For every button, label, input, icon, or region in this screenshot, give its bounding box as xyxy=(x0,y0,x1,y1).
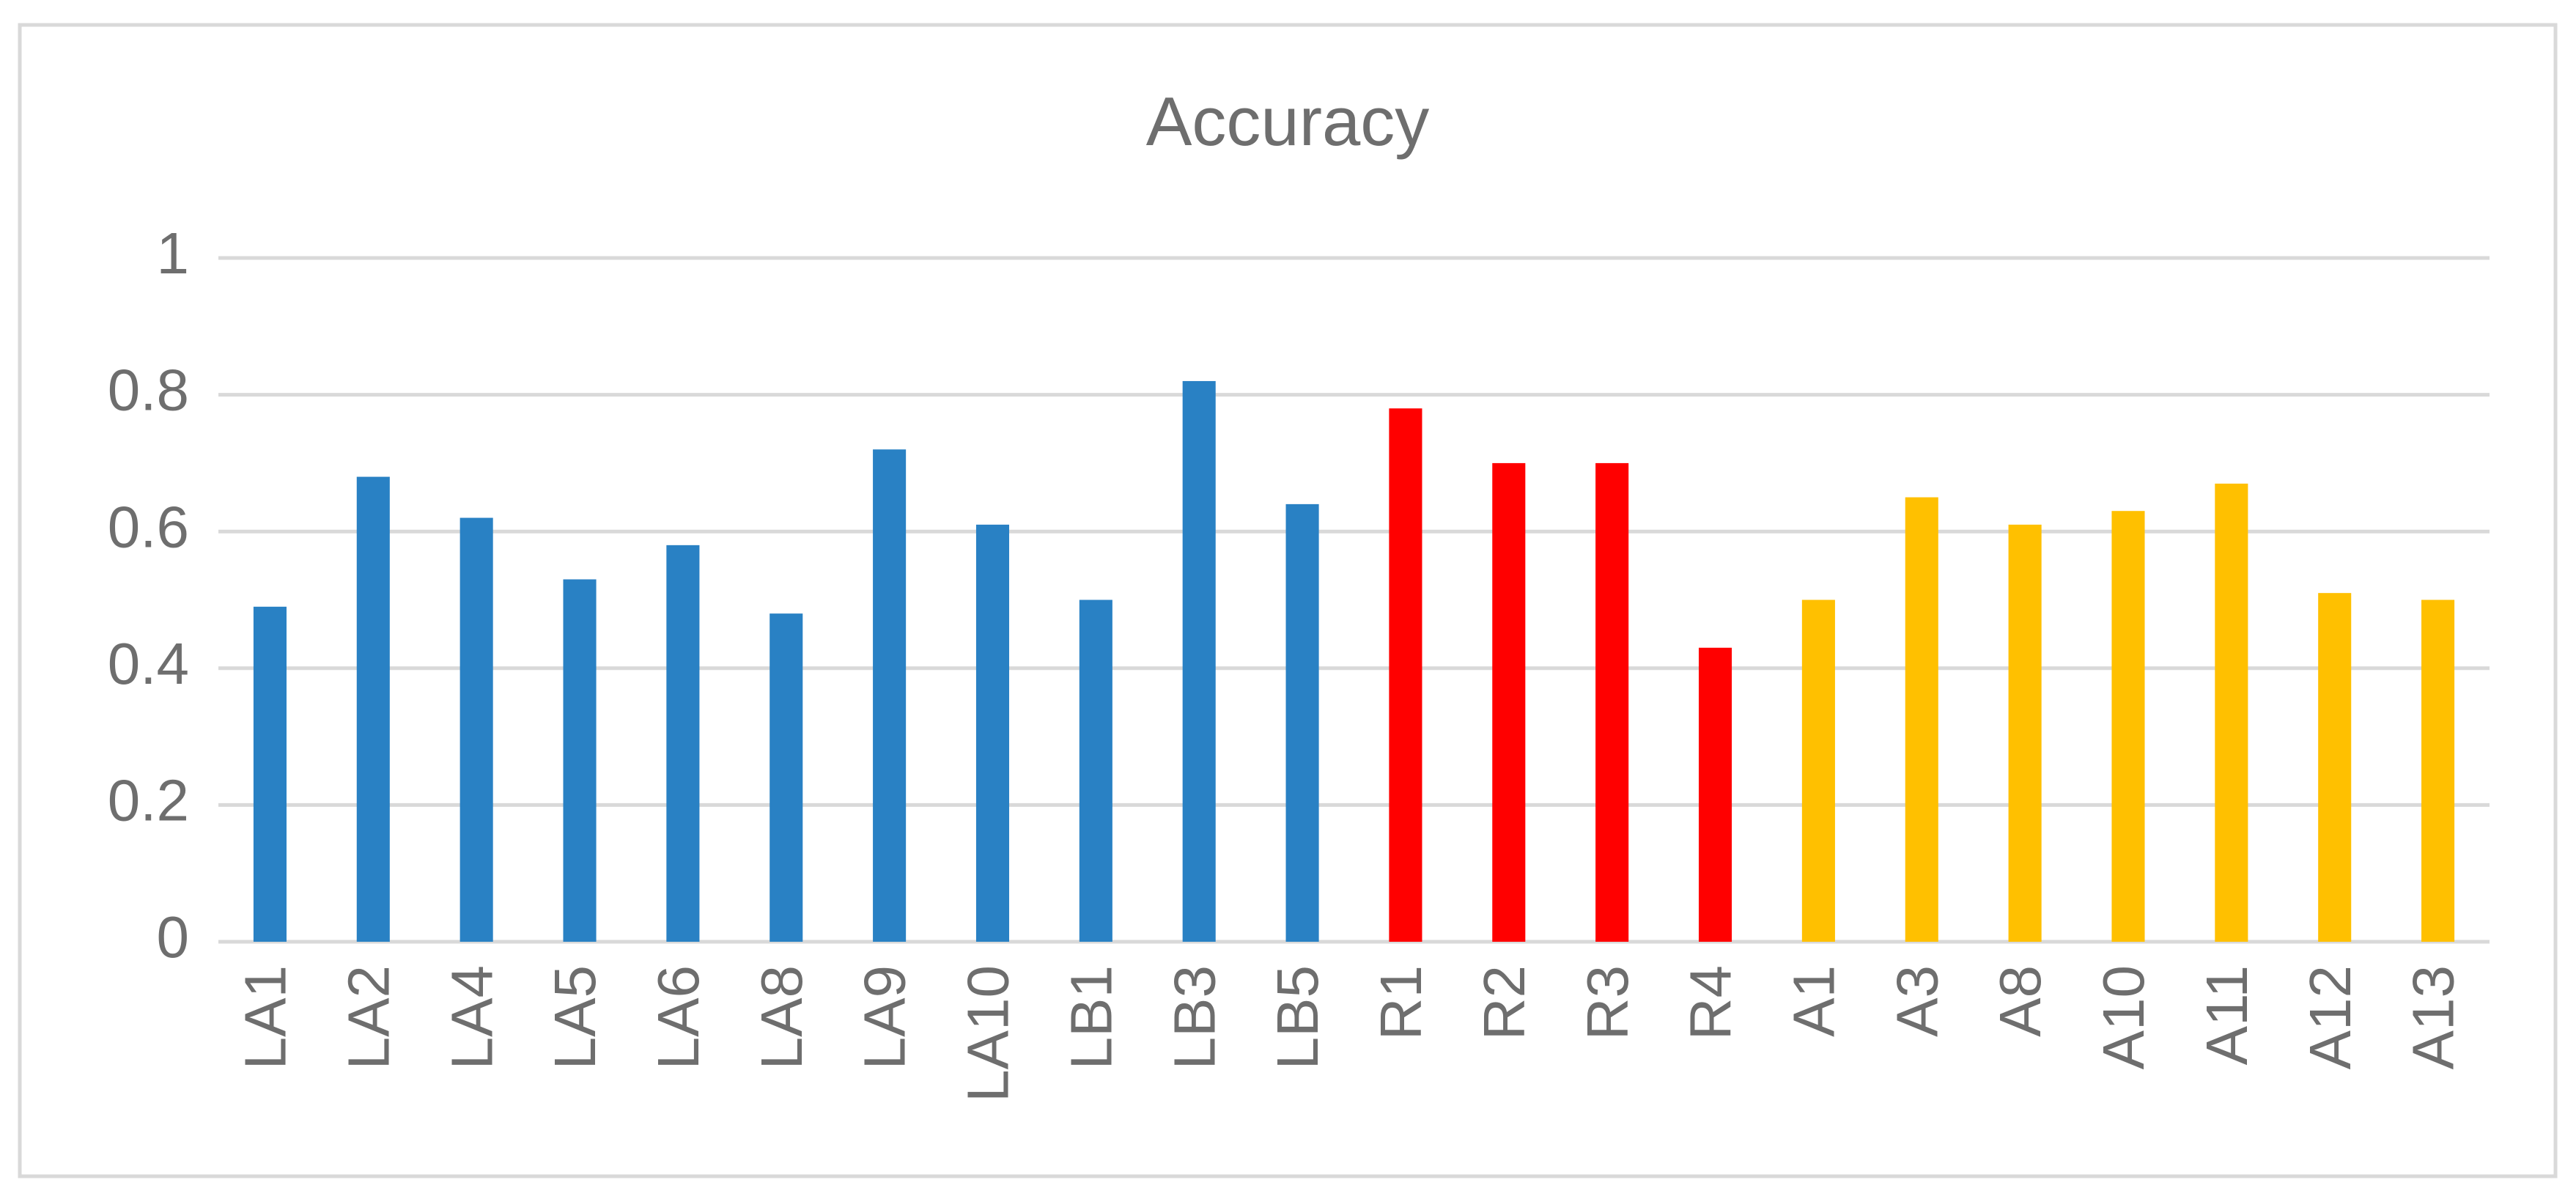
x-tick-label: A3 xyxy=(1884,965,1949,1037)
bar xyxy=(975,524,1010,942)
x-tick-label: A12 xyxy=(2298,965,2363,1069)
bar xyxy=(2008,524,2042,942)
y-tick-label: 0 xyxy=(157,904,190,970)
bar xyxy=(1595,462,1629,942)
bar xyxy=(1389,408,1422,942)
x-tick-label: LA2 xyxy=(336,965,401,1069)
x-tick-label: LB5 xyxy=(1265,965,1330,1069)
x-tick-label: LA10 xyxy=(956,965,1021,1102)
x-tick-label: A10 xyxy=(2091,965,2156,1069)
bar xyxy=(770,613,803,942)
x-tick-label: LA1 xyxy=(233,965,298,1069)
bar xyxy=(1285,503,1319,942)
y-tick-label: 0.6 xyxy=(108,494,189,559)
y-tick-label: 0.2 xyxy=(108,768,189,833)
x-tick-label: R1 xyxy=(1368,965,1433,1040)
x-tick-label: LA8 xyxy=(749,965,814,1069)
x-tick-label: A1 xyxy=(1782,965,1847,1037)
x-tick-label: LA4 xyxy=(439,965,504,1069)
bar xyxy=(1079,600,1112,942)
bar xyxy=(460,517,493,942)
bar xyxy=(356,476,390,942)
bar xyxy=(563,579,597,942)
bar xyxy=(2111,511,2145,942)
y-tick-label: 0.8 xyxy=(108,358,189,423)
bar xyxy=(253,606,287,942)
bar xyxy=(1905,497,1938,942)
x-tick-label: A8 xyxy=(1988,965,2053,1037)
x-tick-label: R4 xyxy=(1678,965,1743,1040)
chart-title: Accuracy xyxy=(1146,83,1430,160)
bar xyxy=(873,449,907,942)
bar xyxy=(2421,600,2455,942)
y-tick-label: 1 xyxy=(157,221,190,286)
bar xyxy=(1182,380,1216,942)
bar xyxy=(666,545,700,942)
x-tick-label: LA9 xyxy=(852,965,918,1069)
x-tick-label: R2 xyxy=(1472,965,1537,1040)
x-tick-label: LB1 xyxy=(1058,965,1123,1069)
x-tick-label: A13 xyxy=(2401,965,2466,1069)
x-tick-label: LA6 xyxy=(646,965,711,1069)
x-tick-label: R3 xyxy=(1575,965,1640,1040)
y-tick-label: 0.4 xyxy=(108,631,189,696)
x-tick-label: LB3 xyxy=(1162,965,1227,1069)
bar xyxy=(2215,483,2248,942)
bar xyxy=(1698,647,1732,942)
bar xyxy=(2318,593,2352,942)
bar xyxy=(1492,462,1526,942)
bar xyxy=(1801,600,1835,942)
x-tick-label: A11 xyxy=(2194,965,2259,1065)
x-tick-label: LA5 xyxy=(542,965,608,1069)
